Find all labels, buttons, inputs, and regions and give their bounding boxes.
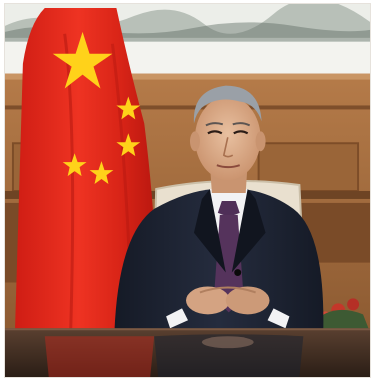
- speaker: [114, 85, 324, 333]
- small-star-icon: [89, 161, 114, 185]
- small-star-icon: [116, 96, 141, 120]
- photo-illustration: [5, 4, 370, 377]
- photograph: [4, 3, 371, 378]
- small-star-icon: [116, 133, 141, 157]
- desk: [5, 328, 370, 377]
- small-star-icon: [62, 153, 87, 177]
- lapel-microphone: [234, 269, 242, 277]
- large-star-icon: [52, 31, 113, 89]
- clasped-hands: [166, 286, 290, 329]
- national-flag: [14, 7, 157, 333]
